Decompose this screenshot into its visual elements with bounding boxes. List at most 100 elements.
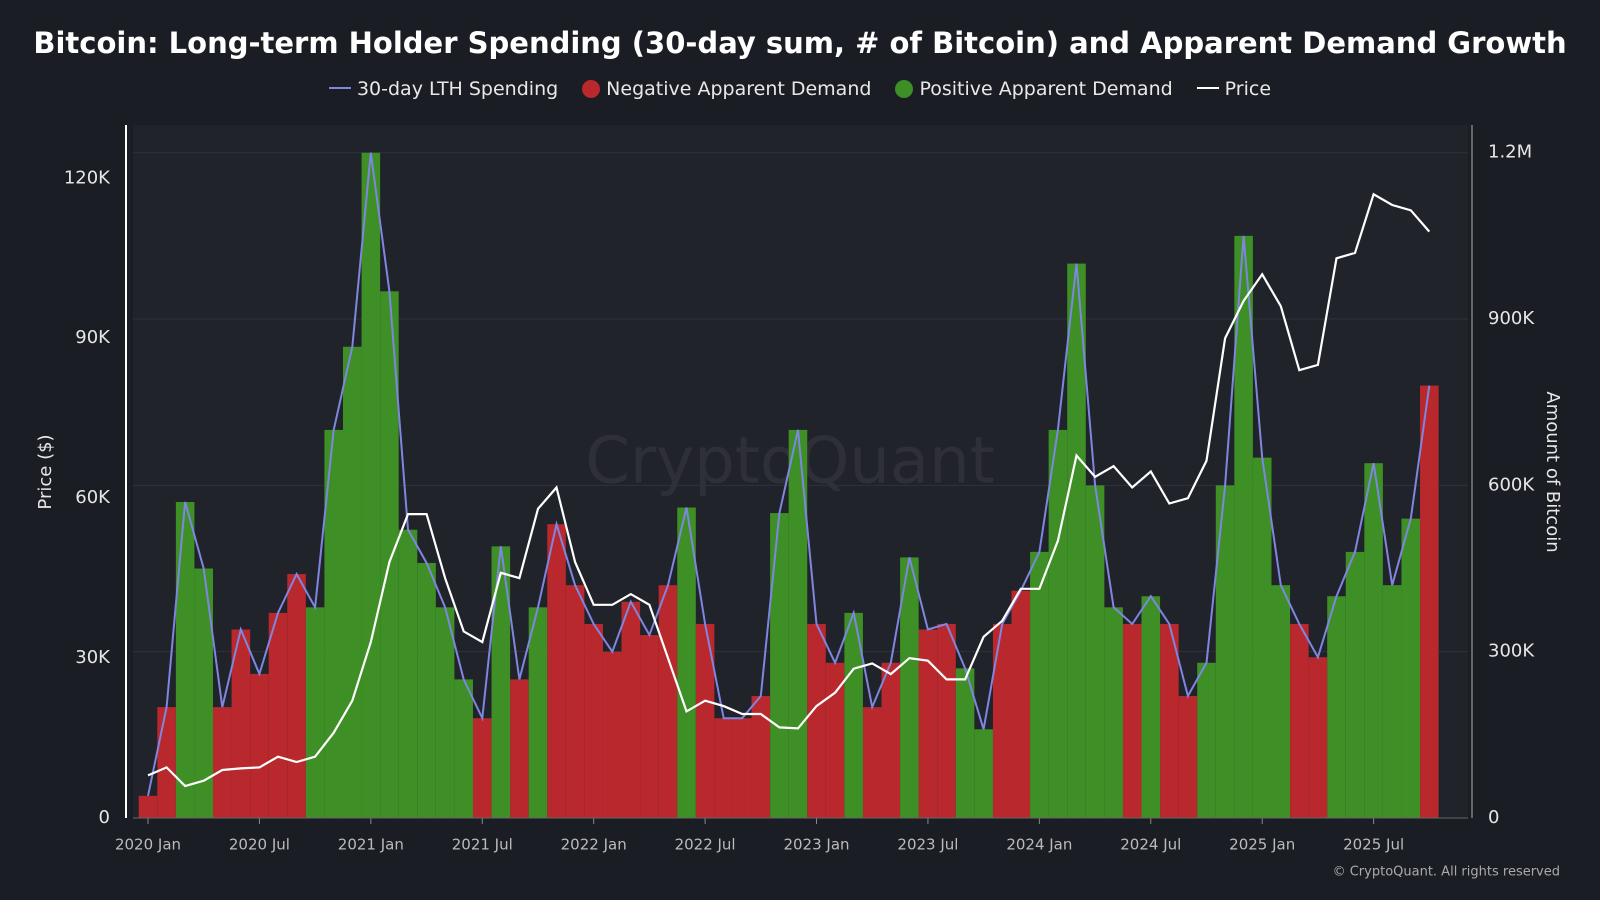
bar bbox=[398, 529, 418, 818]
y2-tick-label: 300K bbox=[1488, 641, 1535, 662]
bar bbox=[732, 718, 752, 818]
bar bbox=[342, 346, 362, 818]
x-tick-label: 2022 Jan bbox=[561, 836, 627, 854]
bar bbox=[918, 629, 938, 818]
bar bbox=[937, 623, 956, 818]
y-axis-label: Price ($) bbox=[35, 434, 56, 509]
legend-item: 30-day LTH Spending bbox=[328, 78, 559, 100]
bar bbox=[1345, 551, 1365, 818]
bar bbox=[157, 707, 176, 818]
x-tick-label: 2021 Jul bbox=[452, 836, 513, 854]
bar bbox=[1420, 385, 1439, 818]
bar bbox=[1271, 585, 1291, 818]
bar bbox=[825, 662, 845, 818]
legend-label: Price bbox=[1224, 78, 1272, 100]
bar bbox=[472, 718, 492, 818]
bar bbox=[1141, 596, 1161, 818]
bar bbox=[324, 429, 343, 818]
bar bbox=[677, 507, 696, 818]
bar bbox=[250, 673, 269, 818]
bar bbox=[584, 623, 603, 818]
bar bbox=[1401, 518, 1421, 818]
y2-axis-label: Amount of Bitcoin bbox=[1542, 391, 1563, 552]
bar bbox=[1234, 235, 1253, 818]
y-tick-label: 90K bbox=[75, 327, 111, 348]
bar bbox=[287, 574, 306, 818]
bar bbox=[714, 718, 733, 818]
line bbox=[147, 152, 1431, 797]
x-tick-label: 2023 Jan bbox=[783, 836, 849, 854]
y2-tick-label: 900K bbox=[1488, 308, 1535, 329]
bar bbox=[1048, 429, 1068, 818]
legend-item: Negative Apparent Demand bbox=[582, 78, 871, 100]
bar bbox=[751, 696, 771, 818]
bar bbox=[1160, 623, 1179, 818]
legend-swatch bbox=[582, 80, 601, 98]
bar bbox=[1067, 263, 1086, 819]
legend-swatch bbox=[1196, 87, 1219, 89]
legend: 30-day LTH Spending Negative Apparent Dem… bbox=[0, 78, 1600, 100]
bar bbox=[807, 623, 826, 818]
bar bbox=[528, 607, 548, 818]
bar bbox=[974, 729, 993, 818]
legend-label: Negative Apparent Demand bbox=[606, 78, 872, 100]
legend-label: 30-day LTH Spending bbox=[356, 78, 559, 100]
copyright: © CryptoQuant. All rights reserved bbox=[1333, 865, 1560, 880]
bar bbox=[547, 524, 566, 818]
x-tick-label: 2025 Jan bbox=[1229, 836, 1295, 854]
legend-item: Price bbox=[1196, 78, 1272, 100]
bar bbox=[1382, 585, 1402, 818]
bar bbox=[1290, 623, 1309, 818]
bar bbox=[212, 707, 232, 818]
bar bbox=[510, 679, 529, 818]
y2-tick-label: 600K bbox=[1488, 474, 1535, 495]
bar bbox=[1327, 596, 1346, 818]
x-tick-label: 2020 Jul bbox=[229, 836, 290, 854]
bar bbox=[231, 629, 251, 818]
x-tick-label: 2020 Jan bbox=[115, 836, 181, 854]
bar bbox=[1104, 607, 1123, 818]
y2-tick-label: 1.2M bbox=[1488, 142, 1532, 163]
bar bbox=[305, 607, 325, 818]
legend-swatch bbox=[328, 87, 351, 89]
bar bbox=[1364, 463, 1383, 818]
bar bbox=[640, 635, 659, 818]
chart-title: Bitcoin: Long-term Holder Spending (30-d… bbox=[33, 26, 1567, 60]
bar bbox=[862, 707, 882, 818]
bar bbox=[1122, 623, 1142, 818]
y-tick-label: 30K bbox=[75, 647, 111, 668]
bar bbox=[844, 612, 863, 818]
x-tick-label: 2021 Jan bbox=[338, 836, 404, 854]
bar bbox=[881, 662, 901, 818]
y-tick-label: 0 bbox=[99, 807, 110, 828]
bar bbox=[417, 562, 436, 818]
bar bbox=[658, 585, 678, 818]
legend-item: Positive Apparent Demand bbox=[895, 78, 1173, 100]
bar bbox=[361, 152, 381, 819]
y-tick-label: 60K bbox=[75, 487, 111, 508]
bar bbox=[992, 623, 1012, 818]
bar bbox=[1085, 485, 1105, 818]
bar bbox=[1215, 485, 1235, 818]
bar bbox=[435, 607, 455, 818]
bar bbox=[788, 429, 808, 818]
bar bbox=[1178, 696, 1198, 818]
bar bbox=[268, 612, 288, 818]
y-tick-label: 120K bbox=[64, 167, 111, 188]
bar bbox=[565, 585, 585, 818]
bar bbox=[602, 651, 622, 818]
y2-tick-label: 0 bbox=[1488, 807, 1499, 828]
bar bbox=[491, 546, 511, 818]
bar bbox=[138, 795, 158, 818]
bar bbox=[695, 623, 715, 818]
x-tick-label: 2024 Jul bbox=[1120, 836, 1181, 854]
x-tick-label: 2023 Jul bbox=[897, 836, 958, 854]
x-tick-label: 2024 Jan bbox=[1006, 836, 1072, 854]
bar bbox=[454, 679, 473, 818]
bar bbox=[1197, 662, 1216, 818]
bar bbox=[621, 601, 641, 818]
bar bbox=[770, 513, 789, 818]
bar bbox=[1308, 657, 1328, 818]
